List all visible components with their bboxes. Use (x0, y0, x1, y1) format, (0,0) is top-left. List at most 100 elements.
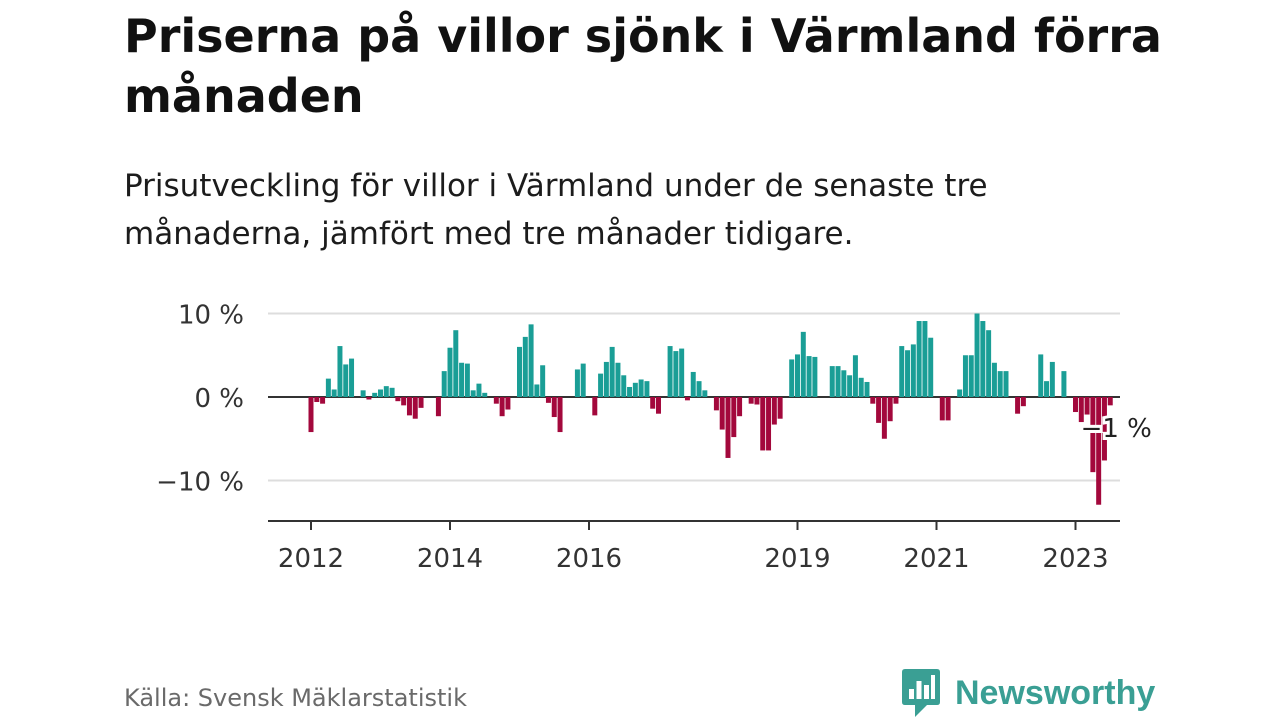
bar (997, 371, 1003, 397)
bar (760, 397, 766, 451)
bar (459, 362, 465, 397)
bar (349, 358, 355, 397)
bar (1084, 397, 1090, 415)
chart-subtitle: Prisutveckling för villor i Värmland und… (124, 168, 988, 252)
bar (893, 397, 899, 404)
bar (754, 397, 760, 405)
bar (812, 356, 818, 397)
bar (598, 373, 604, 397)
bar (945, 397, 951, 421)
bar (395, 397, 401, 402)
bar (412, 397, 418, 419)
x-tick-label: 2016 (556, 544, 622, 574)
bar (447, 347, 453, 397)
bar (719, 397, 725, 430)
bar (389, 387, 395, 397)
bar (464, 363, 470, 397)
bar (1044, 381, 1050, 397)
bar (574, 369, 580, 397)
bar (800, 331, 806, 397)
bar (962, 355, 968, 397)
bar (505, 397, 511, 410)
bar (731, 397, 737, 438)
bar (1015, 397, 1021, 414)
bar (766, 397, 772, 451)
bar (1101, 397, 1107, 461)
bar (638, 379, 644, 398)
bar (499, 397, 505, 417)
bar (887, 397, 893, 422)
bar (899, 346, 905, 397)
bar (528, 324, 534, 397)
bar (806, 356, 812, 397)
bar (847, 375, 853, 397)
bar (905, 350, 911, 397)
bar (627, 386, 633, 397)
bar (372, 392, 378, 397)
bar (493, 397, 499, 404)
bar (540, 365, 546, 397)
bar (679, 348, 685, 397)
bar (320, 397, 326, 404)
bar (864, 381, 870, 397)
bar (517, 346, 522, 397)
bar (383, 386, 389, 397)
bar (841, 370, 847, 397)
bar (482, 392, 488, 397)
y-tick-label: 0 % (194, 384, 244, 414)
bar (835, 366, 841, 397)
bar (1049, 361, 1055, 397)
bar (795, 354, 800, 397)
bar (910, 344, 916, 397)
bar (406, 397, 412, 416)
bar (331, 389, 337, 397)
x-tick-label: 2012 (278, 544, 344, 574)
bar (829, 366, 835, 397)
bar (476, 383, 482, 397)
bar (470, 390, 476, 397)
brand-logo: Newsworthy (901, 668, 1155, 718)
bar (418, 397, 424, 408)
bar (1073, 397, 1078, 413)
bar (314, 397, 320, 403)
bar (1061, 371, 1067, 397)
bar (702, 390, 708, 397)
bar (337, 346, 343, 397)
bar (308, 397, 314, 433)
x-tick-label: 2019 (764, 544, 830, 574)
bar (441, 371, 447, 397)
bar (858, 377, 864, 397)
bar (656, 397, 661, 414)
brand-name: Newsworthy (955, 673, 1156, 712)
bar (534, 384, 540, 397)
bar (603, 361, 609, 397)
bar (725, 397, 731, 458)
bar (916, 321, 922, 397)
bar (435, 397, 441, 417)
y-tick-label: 10 % (178, 301, 244, 331)
bar (939, 397, 945, 421)
bar (986, 330, 992, 397)
bar-chart: 10 % 0 % −10 % 2012 2014 2016 2019 2021 2023 −1 % (156, 301, 1155, 575)
bar (789, 359, 795, 397)
bar (453, 330, 459, 397)
bar (366, 397, 372, 400)
bar (1090, 397, 1096, 473)
bar (360, 390, 366, 397)
last-value-annotation: −1 % (1081, 414, 1152, 444)
bar (870, 397, 876, 404)
bar (928, 337, 934, 397)
bar (401, 397, 407, 406)
newsworthy-logo-icon (902, 669, 940, 717)
bar (881, 397, 887, 439)
bar (378, 389, 383, 397)
bar (922, 321, 928, 397)
bar (592, 397, 598, 416)
bar (557, 397, 563, 433)
bar (980, 321, 986, 397)
bar (968, 355, 974, 397)
bar (609, 346, 615, 397)
bar (1038, 354, 1044, 397)
bar (991, 362, 997, 397)
bar (974, 313, 980, 397)
